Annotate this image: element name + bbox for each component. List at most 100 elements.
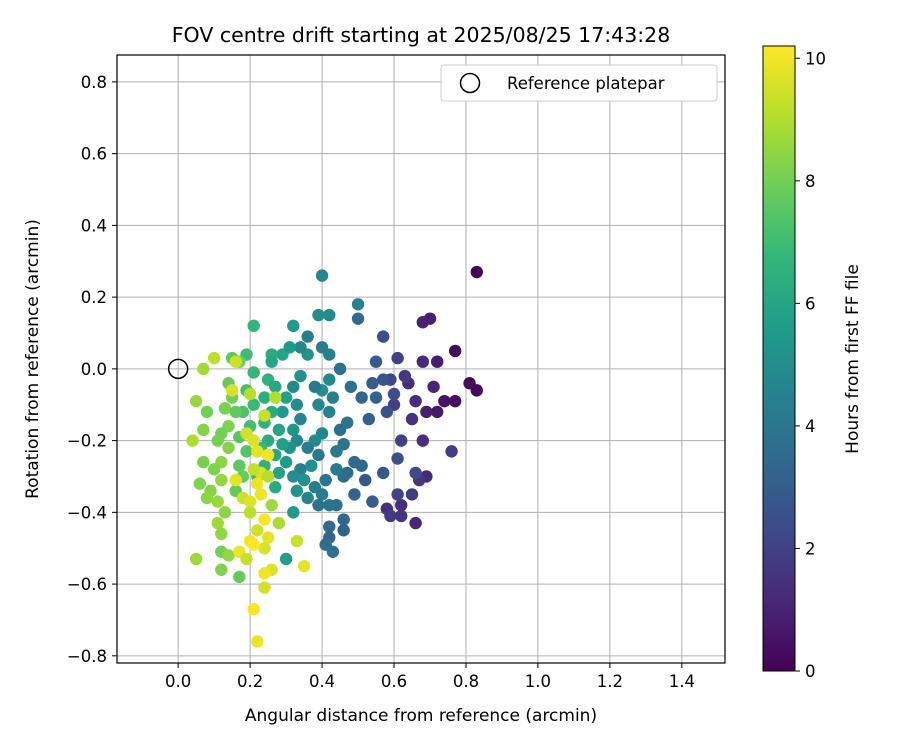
data-point: [416, 316, 429, 329]
reference-marker-legend-icon: [459, 72, 481, 94]
data-point: [391, 488, 404, 501]
reference-platepar-marker: [167, 358, 189, 380]
x-tick-label: 1.2: [597, 672, 623, 691]
data-point: [254, 488, 268, 501]
colorbar-tick-label: 6: [805, 294, 816, 313]
data-point: [305, 459, 318, 472]
data-point: [308, 481, 322, 494]
data-point: [351, 298, 365, 311]
data-point: [308, 380, 322, 393]
y-tick-label: 0.0: [81, 360, 107, 379]
data-point: [229, 405, 242, 419]
data-point: [247, 319, 260, 333]
data-point: [333, 423, 347, 437]
data-point: [377, 373, 390, 386]
data-point: [430, 405, 444, 419]
data-point: [348, 488, 361, 501]
data-point: [279, 552, 293, 566]
data-point: [287, 423, 300, 437]
data-point: [344, 380, 358, 393]
x-tick-label: 1.0: [525, 672, 551, 691]
data-point: [269, 481, 282, 494]
data-point: [420, 405, 433, 419]
data-point: [197, 423, 210, 437]
data-point: [215, 563, 228, 576]
data-point: [409, 466, 422, 480]
data-point: [416, 355, 429, 368]
data-point: [377, 330, 390, 343]
data-point: [258, 542, 271, 555]
data-point: [247, 366, 260, 379]
chart-title: FOV centre drift starting at 2025/08/25 …: [172, 23, 671, 47]
data-point: [197, 362, 210, 376]
plot-area-frame: [116, 54, 726, 664]
data-point: [377, 466, 390, 480]
colorbar-ticks: 0 2 4 6 8 10: [795, 49, 826, 681]
data-point: [261, 531, 275, 544]
data-point: [200, 491, 214, 505]
data-point: [265, 355, 278, 368]
data-point: [197, 455, 210, 469]
data-point: [398, 369, 412, 383]
data-point: [211, 495, 224, 508]
data-point: [294, 369, 307, 383]
y-tick-label: −0.8: [67, 647, 107, 666]
data-point: [359, 473, 372, 487]
colorbar: 0 2 4 6 8 10 Hours from first FF file: [762, 45, 863, 681]
data-point: [290, 534, 304, 548]
data-point: [222, 441, 235, 454]
data-point: [409, 394, 422, 408]
data-point: [258, 409, 271, 422]
data-point: [272, 423, 286, 437]
data-point: [366, 495, 379, 508]
data-point: [301, 491, 314, 505]
data-point: [218, 402, 232, 415]
data-point: [333, 362, 347, 376]
data-point: [337, 524, 350, 537]
data-point: [326, 391, 340, 404]
data-point: [448, 344, 462, 358]
data-point: [200, 405, 214, 419]
data-point: [330, 463, 343, 476]
data-point: [251, 445, 264, 458]
data-point: [211, 434, 224, 447]
data-point: [330, 445, 343, 458]
data-point: [247, 538, 260, 551]
data-point: [391, 351, 404, 365]
data-point: [189, 394, 203, 408]
data-point: [297, 473, 311, 487]
data-point: [323, 520, 336, 533]
colorbar-tick-label: 10: [805, 49, 826, 68]
y-axis-ticks: −0.8 −0.6 −0.4 −0.2 0.0 0.2 0.4 0.6 0.8: [67, 73, 117, 666]
data-point: [323, 498, 336, 512]
data-point: [405, 412, 419, 426]
data-point: [240, 552, 253, 566]
colorbar-label: Hours from first FF file: [843, 264, 863, 454]
data-point: [430, 355, 444, 368]
data-point: [287, 319, 300, 333]
data-point: [395, 509, 408, 523]
y-tick-label: 0.8: [81, 73, 107, 92]
data-point: [261, 470, 275, 483]
data-point: [222, 549, 235, 562]
data-point: [258, 581, 271, 594]
data-point: [287, 470, 300, 483]
data-point: [207, 463, 221, 476]
data-point: [225, 384, 239, 397]
data-point: [416, 434, 429, 447]
data-point: [269, 380, 282, 393]
data-point: [243, 387, 257, 401]
x-tick-label: 0.0: [165, 672, 191, 691]
x-tick-label: 0.6: [381, 672, 407, 691]
data-point: [247, 463, 260, 476]
data-point: [272, 466, 286, 480]
data-point: [290, 398, 304, 411]
data-point: [391, 452, 404, 465]
data-point: [323, 405, 336, 419]
data-point: [438, 394, 451, 408]
data-point: [272, 516, 286, 530]
data-point: [369, 355, 383, 368]
legend-box: [440, 64, 718, 102]
data-point: [290, 484, 304, 498]
data-point: [269, 391, 282, 404]
